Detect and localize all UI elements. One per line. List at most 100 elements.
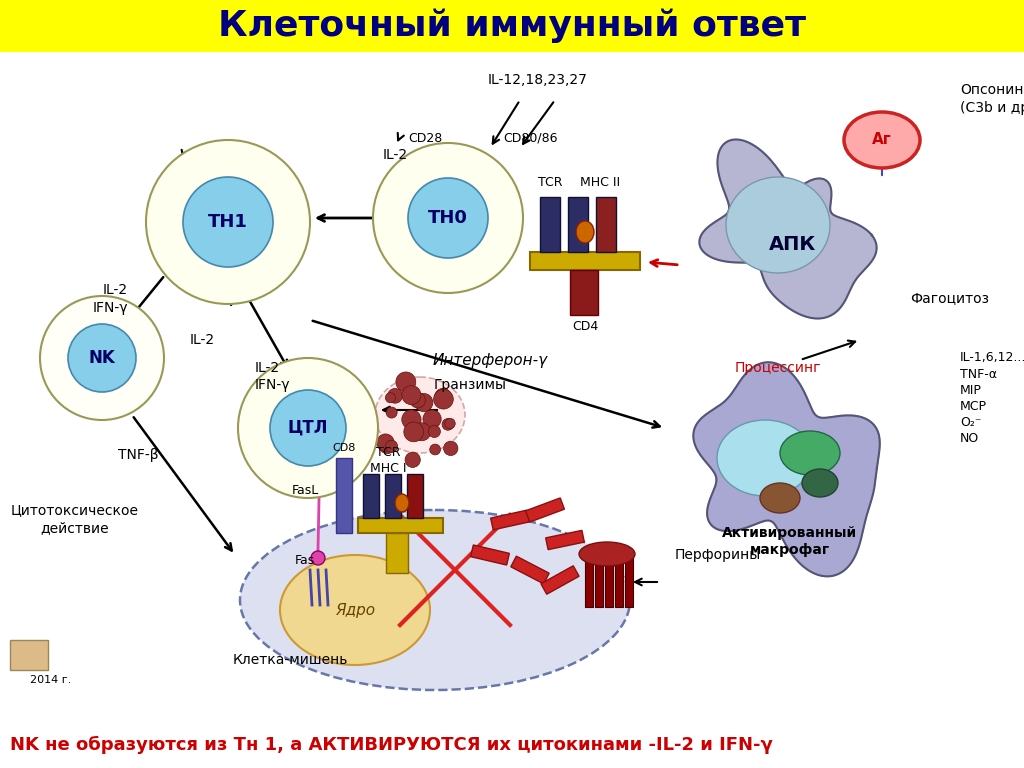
Ellipse shape bbox=[406, 452, 420, 468]
Ellipse shape bbox=[40, 296, 164, 420]
Text: Перфорины: Перфорины bbox=[675, 548, 761, 562]
Ellipse shape bbox=[385, 392, 395, 402]
Text: Активированный: Активированный bbox=[723, 526, 857, 540]
Ellipse shape bbox=[579, 542, 635, 566]
Bar bbox=[385, 474, 401, 518]
Ellipse shape bbox=[428, 425, 440, 438]
Bar bbox=[570, 270, 598, 315]
Bar bbox=[362, 474, 379, 518]
Ellipse shape bbox=[423, 410, 441, 428]
Ellipse shape bbox=[430, 444, 440, 455]
Text: ЦТЛ: ЦТЛ bbox=[288, 419, 329, 437]
FancyBboxPatch shape bbox=[541, 566, 580, 594]
Ellipse shape bbox=[413, 422, 431, 441]
FancyBboxPatch shape bbox=[511, 556, 549, 584]
Ellipse shape bbox=[726, 177, 830, 273]
Bar bbox=[605, 557, 613, 607]
Text: Фагоцитоз: Фагоцитоз bbox=[910, 291, 989, 305]
Text: IL-2: IL-2 bbox=[189, 333, 215, 347]
Text: ТН1: ТН1 bbox=[208, 213, 248, 231]
Text: IL-2: IL-2 bbox=[102, 283, 128, 297]
Text: ТН0: ТН0 bbox=[428, 209, 468, 227]
Text: MIP: MIP bbox=[961, 383, 982, 396]
Ellipse shape bbox=[270, 390, 346, 466]
Ellipse shape bbox=[385, 440, 397, 452]
Bar bbox=[595, 557, 603, 607]
Ellipse shape bbox=[375, 377, 465, 453]
Bar bbox=[407, 474, 423, 518]
Bar bbox=[615, 557, 623, 607]
Ellipse shape bbox=[844, 112, 920, 168]
Ellipse shape bbox=[280, 555, 430, 665]
FancyBboxPatch shape bbox=[490, 510, 529, 530]
Text: действие: действие bbox=[41, 521, 110, 535]
Ellipse shape bbox=[780, 431, 840, 475]
Text: CD28: CD28 bbox=[408, 131, 442, 144]
Text: TNF-α: TNF-α bbox=[961, 368, 997, 380]
Ellipse shape bbox=[717, 420, 813, 496]
Polygon shape bbox=[699, 140, 877, 319]
Ellipse shape bbox=[396, 372, 416, 392]
Text: Гранзимы: Гранзимы bbox=[433, 378, 507, 392]
Text: Клетка-мишень: Клетка-мишень bbox=[232, 653, 348, 667]
Ellipse shape bbox=[379, 438, 395, 454]
Ellipse shape bbox=[408, 178, 488, 258]
Text: IL-12,18,23,27: IL-12,18,23,27 bbox=[488, 73, 588, 87]
Text: IFN-γ: IFN-γ bbox=[255, 378, 291, 392]
Text: MHC II: MHC II bbox=[580, 176, 621, 188]
Ellipse shape bbox=[395, 494, 409, 512]
Text: АПК: АПК bbox=[769, 236, 816, 254]
Bar bbox=[530, 252, 640, 270]
Text: Ядро: Ядро bbox=[335, 603, 375, 617]
FancyBboxPatch shape bbox=[471, 545, 509, 565]
Bar bbox=[585, 557, 593, 607]
Ellipse shape bbox=[377, 434, 394, 452]
Ellipse shape bbox=[311, 551, 325, 565]
Text: CD8: CD8 bbox=[333, 443, 355, 453]
Bar bbox=[358, 518, 443, 533]
Ellipse shape bbox=[760, 483, 800, 513]
Text: MCP: MCP bbox=[961, 399, 987, 412]
Text: TNF-β: TNF-β bbox=[118, 448, 159, 462]
Text: Клеточный иммунный ответ: Клеточный иммунный ответ bbox=[218, 8, 806, 43]
Polygon shape bbox=[693, 362, 880, 576]
Ellipse shape bbox=[386, 407, 397, 418]
Bar bbox=[0, 0, 1024, 52]
Text: CD4: CD4 bbox=[571, 320, 598, 333]
Ellipse shape bbox=[68, 324, 136, 392]
Ellipse shape bbox=[442, 419, 454, 430]
Ellipse shape bbox=[146, 140, 310, 304]
Bar bbox=[596, 197, 616, 252]
Text: FasL: FasL bbox=[292, 484, 318, 496]
Text: IL-2: IL-2 bbox=[255, 361, 281, 375]
Ellipse shape bbox=[410, 392, 425, 408]
Text: Опсонины: Опсонины bbox=[961, 83, 1024, 97]
Ellipse shape bbox=[415, 393, 433, 412]
Text: IFN-γ: IFN-γ bbox=[92, 301, 128, 315]
Ellipse shape bbox=[433, 389, 454, 409]
Text: IL-1,6,12...: IL-1,6,12... bbox=[961, 352, 1024, 365]
Ellipse shape bbox=[435, 389, 452, 405]
Ellipse shape bbox=[802, 469, 838, 497]
FancyBboxPatch shape bbox=[525, 498, 564, 522]
Bar bbox=[625, 557, 633, 607]
Bar bbox=[568, 197, 588, 252]
Ellipse shape bbox=[388, 389, 402, 403]
Text: TCR: TCR bbox=[538, 176, 562, 188]
Text: TCR: TCR bbox=[376, 446, 400, 459]
Ellipse shape bbox=[401, 386, 421, 405]
Text: Цитотоксическое: Цитотоксическое bbox=[11, 503, 139, 517]
Bar bbox=[10, 640, 48, 670]
Text: IL-2: IL-2 bbox=[382, 148, 408, 162]
Bar bbox=[540, 197, 560, 252]
Text: Аг: Аг bbox=[872, 133, 892, 147]
Ellipse shape bbox=[443, 441, 458, 455]
Text: MHC I: MHC I bbox=[370, 462, 407, 475]
Text: (С3b и др.): (С3b и др.) bbox=[961, 101, 1024, 115]
Text: Процессинг: Процессинг bbox=[735, 361, 821, 375]
Text: CD80/86: CD80/86 bbox=[503, 131, 557, 144]
FancyBboxPatch shape bbox=[546, 531, 585, 550]
Text: NO: NO bbox=[961, 432, 979, 445]
Bar bbox=[386, 533, 408, 573]
Ellipse shape bbox=[240, 510, 630, 690]
